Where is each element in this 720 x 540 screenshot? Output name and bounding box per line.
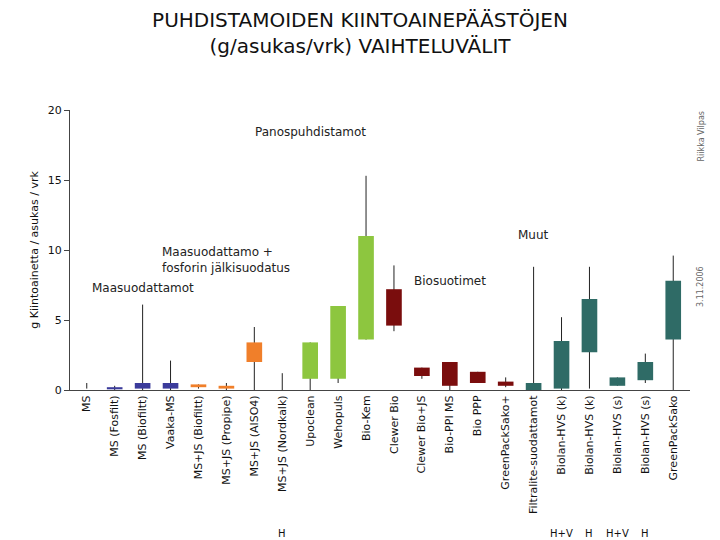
svg-text:Biolan-HVS (k): Biolan-HVS (k): [555, 395, 568, 474]
svg-text:15: 15: [48, 174, 62, 187]
svg-text:Clewer Bio: Clewer Bio: [388, 395, 401, 454]
svg-text:MS (Fosfilt): MS (Fosfilt): [108, 395, 121, 456]
svg-text:5: 5: [55, 314, 62, 327]
svg-text:GreenPackSako+: GreenPackSako+: [499, 395, 512, 489]
svg-text:Bio-PPI MS: Bio-PPI MS: [443, 395, 456, 453]
svg-text:H: H: [641, 528, 649, 539]
svg-text:PUHDISTAMOIDEN KIINTOAINEPÄÄST: PUHDISTAMOIDEN KIINTOAINEPÄÄSTÖJEN(g/asu…: [152, 8, 568, 58]
svg-text:MS (Biofiltt): MS (Biofiltt): [136, 395, 149, 460]
svg-text:Biolan-HVS (s): Biolan-HVS (s): [611, 395, 624, 474]
svg-text:10: 10: [48, 244, 62, 257]
svg-text:20: 20: [48, 104, 62, 117]
svg-text:MS+JS (AlSO4): MS+JS (AlSO4): [248, 395, 261, 476]
svg-text:Muut: Muut: [518, 228, 549, 242]
svg-text:MS+JS (Propipe): MS+JS (Propipe): [220, 395, 233, 484]
svg-text:MS+JS (Nordkalk): MS+JS (Nordkalk): [276, 395, 289, 492]
svg-text:MS: MS: [80, 395, 93, 411]
svg-text:Riikka Vilpas: Riikka Vilpas: [697, 111, 706, 161]
svg-text:H+V: H+V: [550, 528, 573, 539]
svg-text:Filtralite-suodattamot: Filtralite-suodattamot: [527, 395, 540, 514]
svg-text:Maasuodattamot: Maasuodattamot: [92, 281, 194, 295]
svg-text:Bio-Kem: Bio-Kem: [360, 395, 373, 441]
svg-text:Bio PPP: Bio PPP: [471, 395, 484, 436]
svg-text:GreenPackSako: GreenPackSako: [667, 395, 680, 480]
svg-text:H+V: H+V: [606, 528, 629, 539]
svg-text:Clewer Bio+JS: Clewer Bio+JS: [415, 395, 428, 473]
svg-text:H: H: [585, 528, 593, 539]
svg-text:Biolan-HVS (s): Biolan-HVS (s): [639, 395, 652, 474]
svg-text:Biosuotimet: Biosuotimet: [414, 274, 486, 288]
svg-text:3.11.2006: 3.11.2006: [696, 266, 705, 307]
svg-text:Maasuodattamo +fosforin jälkis: Maasuodattamo +fosforin jälkisuodatus: [162, 245, 290, 275]
svg-text:Biolan-HVS (k): Biolan-HVS (k): [583, 395, 596, 474]
svg-text:0: 0: [55, 384, 62, 397]
svg-text:Upoclean: Upoclean: [304, 395, 317, 446]
svg-text:Panospuhdistamot: Panospuhdistamot: [255, 125, 366, 139]
svg-text:Vaaka-MS: Vaaka-MS: [164, 395, 177, 449]
svg-text:g Kiintoainetta / asukas / vrk: g Kiintoainetta / asukas / vrk: [28, 171, 41, 329]
svg-text:Wehopuls: Wehopuls: [332, 395, 345, 449]
svg-text:H: H: [278, 528, 286, 539]
svg-text:MS+JS (Biofiltt): MS+JS (Biofiltt): [192, 395, 205, 479]
